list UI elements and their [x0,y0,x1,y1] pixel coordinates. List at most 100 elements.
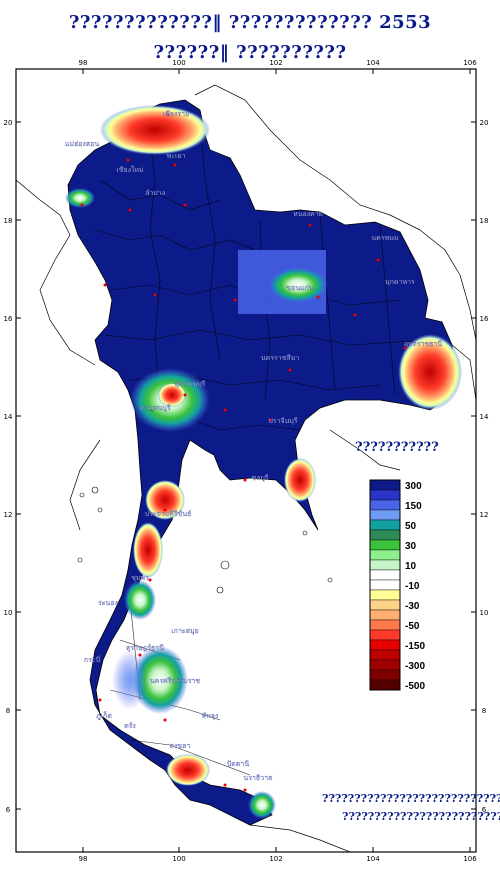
station-dots [80,113,407,792]
legend-swatch [369,669,401,681]
legend-swatch [369,519,401,531]
place-label: มุกดาหาร [385,278,415,286]
x-tick-label: 98 [79,855,88,863]
y-tick-label: 6 [482,806,487,814]
map-title-line2: ??????‖ ?????????? [153,42,347,63]
place-label: ระนอง [98,599,118,607]
place-label: อุบลราชธานี [404,340,443,348]
x-tick-label: 106 [463,855,477,863]
legend-label: -500 [405,681,425,692]
legend-label: 50 [405,521,417,532]
x-tick-label: 106 [463,59,477,67]
x-tick-label: 104 [366,855,380,863]
legend-swatch [369,489,401,501]
y-tick-label: 20 [4,119,13,127]
x-axis-ticks-top: 98 100 102 104 106 [79,59,477,74]
place-label: นราธิวาส [244,774,274,782]
y-tick-label: 12 [480,511,489,519]
x-axis-ticks-bottom: 98 100 102 104 106 [79,847,477,863]
footnote-line1: ?????????????????????????????? [322,792,500,805]
islands [77,486,333,594]
y-tick-label: 16 [4,315,13,323]
y-axis-ticks-right: 20 18 16 14 12 10 8 6 [471,119,489,814]
legend-label: 10 [405,561,417,572]
color-legend: 300 150 50 30 10 -10 -30 -50 -150 -300 -500 [369,479,425,692]
legend-swatch [369,609,401,621]
legend-swatch [369,629,401,641]
anomaly-prachuap-red [145,480,185,520]
place-label: ตรัง [124,722,136,730]
place-label: ลำปาง [145,189,165,197]
legend-swatch [369,589,401,601]
legend-label: -10 [405,581,420,592]
place-label: ชุมพร [131,574,149,582]
legend-swatch [369,499,401,511]
anomaly-south-green [132,646,188,714]
place-labels: เชียงรายแม่ฮ่องสอนพะเยาเชียงใหม่ลำปางหนอ… [65,110,443,782]
legend-swatch [369,679,401,691]
y-tick-label: 16 [480,315,489,323]
legend-swatch [369,569,401,581]
place-label: นครราชสีมา [261,354,300,362]
legend-swatch [369,619,401,631]
place-label: แม่ฮ่องสอน [65,140,99,148]
anomaly-west-light [65,188,95,208]
x-tick-label: 98 [79,59,88,67]
place-label: ชลบุรี [251,474,268,482]
anomaly-deep-south-red [166,754,210,786]
place-label: สุราษฎร์ธานี [126,644,164,652]
y-axis-ticks-left: 20 18 16 14 12 10 8 6 [4,119,21,814]
y-tick-label: 10 [480,609,489,617]
legend-swatch [369,579,401,591]
y-tick-label: 12 [4,511,13,519]
legend-swatch [369,529,401,541]
anomaly-south-red-1 [133,522,163,578]
y-tick-label: 10 [4,609,13,617]
legend-swatch [369,479,401,491]
place-label: เกาะสมุย [171,627,198,635]
y-tick-label: 14 [4,413,13,421]
legend-label: 150 [405,501,422,512]
anomaly-narathiwat-green [248,791,276,819]
legend-label: 300 [405,481,422,492]
place-label: หนองคาย [293,210,323,218]
x-tick-label: 104 [366,59,380,67]
anomaly-north-red [100,105,210,155]
map-title-line1: ?????????????‖ ????????????? 2553 [68,12,432,33]
legend-label: -150 [405,641,425,652]
y-tick-label: 8 [482,707,486,715]
x-tick-label: 102 [269,59,282,67]
anomaly-khonkaen-green [268,267,328,303]
legend-swatch [369,639,401,651]
place-label: ขอนแก่น [286,284,314,292]
anomaly-east-coast [284,458,316,502]
y-tick-label: 18 [4,217,13,225]
x-tick-label: 100 [172,59,185,67]
y-tick-label: 8 [6,707,10,715]
anomaly-south-blue [112,650,148,710]
anomaly-central-red [158,383,186,407]
legend-swatch [369,509,401,521]
legend-title: ??????????? [355,440,439,455]
place-label: สงขลา [170,742,191,750]
y-tick-label: 18 [480,217,489,225]
place-label: กาญจนบุรี [139,404,170,412]
legend-swatch [369,539,401,551]
place-label: ประจวบคีรีขันธ์ [145,510,192,518]
y-tick-label: 14 [480,413,489,421]
legend-label: 30 [405,541,417,552]
place-label: เชียงใหม่ [116,165,143,174]
anomaly-south-light [124,580,156,620]
legend-label: -50 [405,621,420,632]
place-label: พัทลุง [202,712,219,720]
legend-swatch [369,599,401,611]
legend-label: -300 [405,661,425,672]
anomaly-east-red [398,334,462,410]
place-label: นครศรีธรรมราช [150,677,201,685]
legend-swatch [369,559,401,571]
legend-border [369,479,401,691]
y-tick-label: 20 [480,119,489,127]
place-label: นครพนม [371,234,398,242]
footnote-line2: ????????????????????????? [342,810,500,823]
